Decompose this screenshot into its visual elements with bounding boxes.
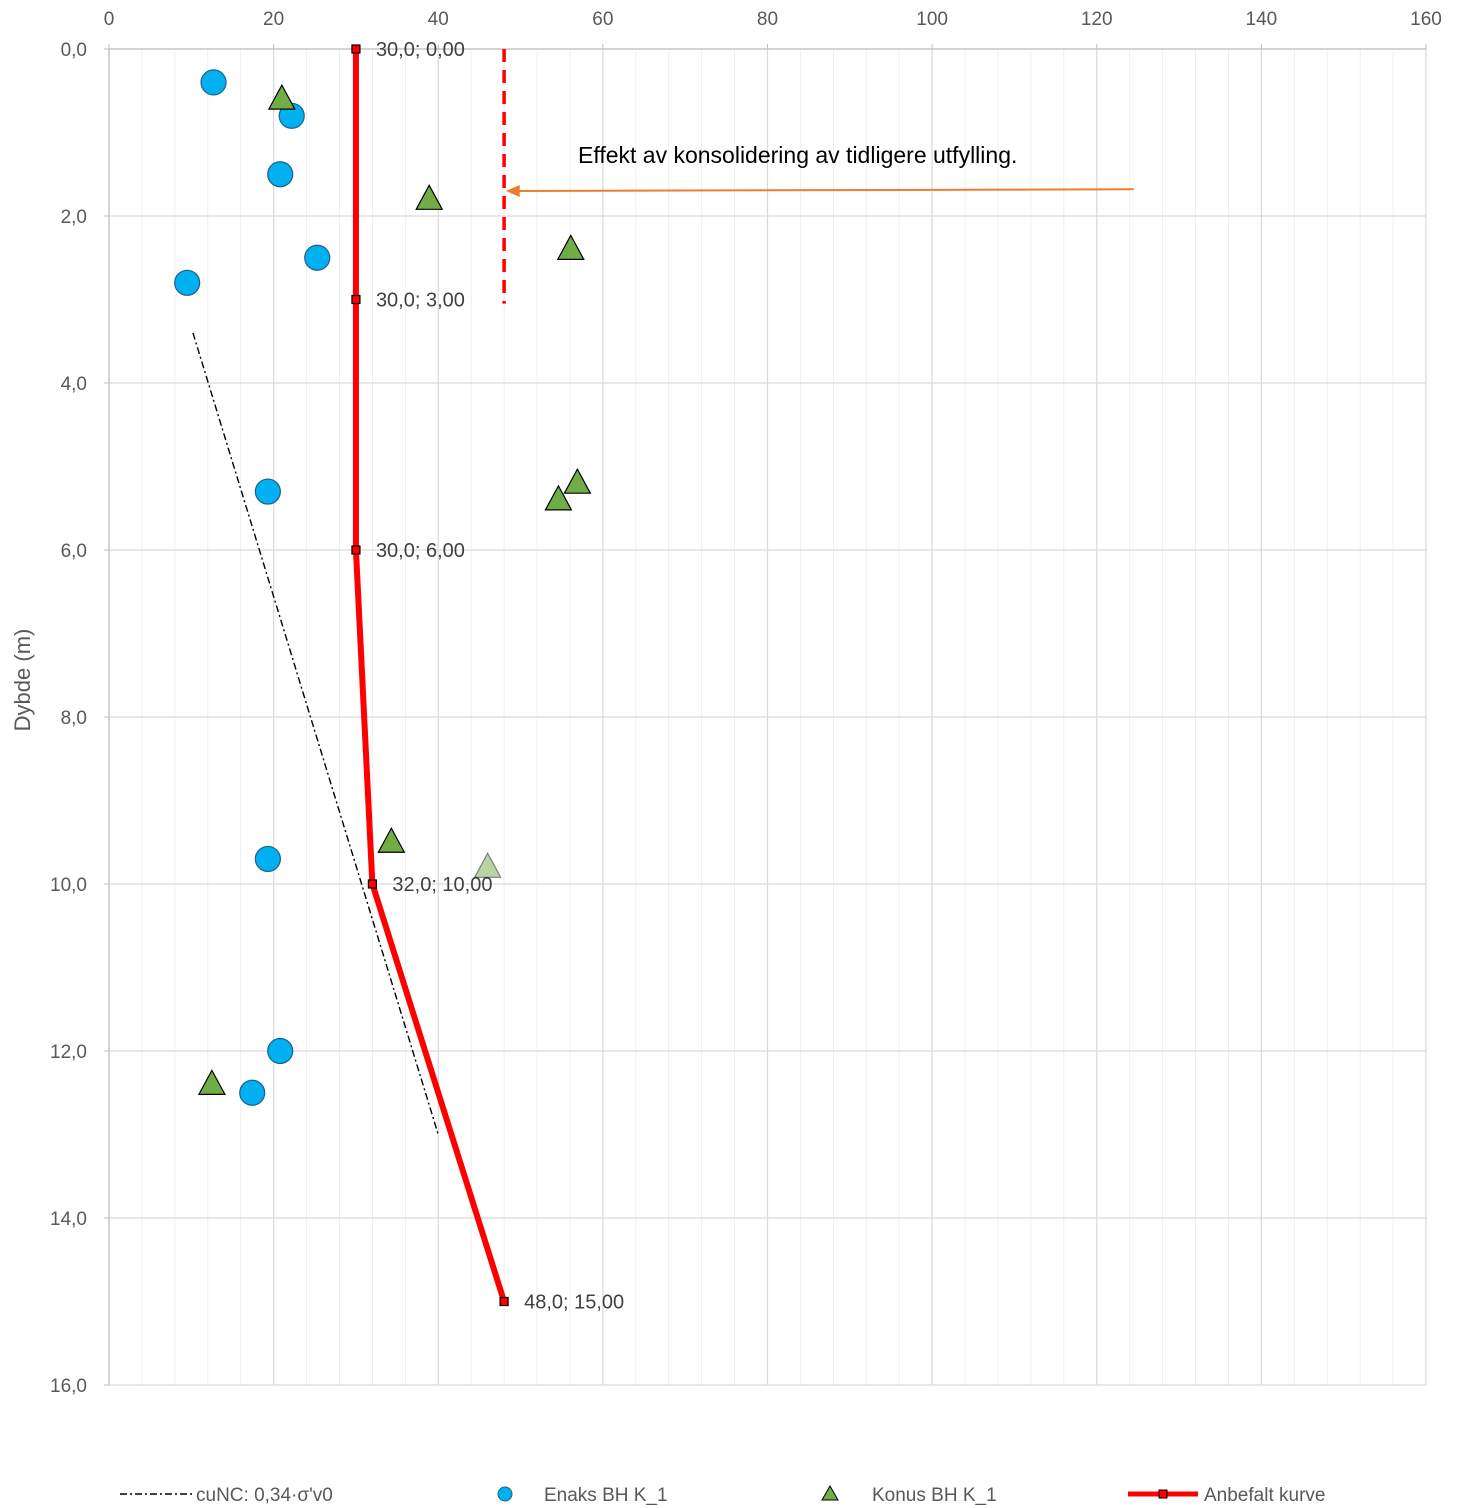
x-tick-label: 140 — [1246, 9, 1278, 30]
konus-point — [377, 826, 406, 853]
x-axis-ticks: 0 20 40 60 80 100 120 140 160 — [104, 9, 1442, 49]
anbefalt-kurve-point-label: 30,0; 6,00 — [376, 540, 465, 562]
konus-point — [563, 467, 592, 494]
series-anbefalt-kurve: 30,0; 0,00 30,0; 3,00 30,0; 6,00 32,0; 10,0… — [351, 39, 624, 1314]
legend-marker-anbefalt — [1158, 1489, 1168, 1499]
anbefalt-kurve-line — [352, 49, 507, 1303]
x-tick-label: 160 — [1410, 9, 1442, 30]
anbefalt-kurve-point-label: 32,0; 10,00 — [392, 874, 492, 896]
legend-item-anbefalt: Anbefalt kurve — [1128, 1485, 1325, 1506]
annotation-text: Effekt av konsolidering av tidligere utf… — [578, 142, 1017, 168]
x-tick-label: 0 — [104, 9, 115, 30]
enaks-point — [200, 69, 227, 96]
legend-marker-enaks — [497, 1486, 513, 1502]
x-tick-label: 120 — [1081, 9, 1113, 30]
grid — [108, 48, 1427, 1386]
legend: cuNC: 0,34·σ'v0 Enaks BH K_1 Konus BH K_… — [120, 1484, 1325, 1506]
anbefalt-kurve-marker — [351, 545, 361, 555]
anbefalt-kurve-point-label: 48,0; 15,00 — [524, 1292, 624, 1314]
annotation-arrow-head — [505, 184, 520, 197]
annotation-arrow-line — [517, 188, 1134, 192]
legend-label-anbefalt: Anbefalt kurve — [1204, 1485, 1325, 1506]
legend-item-enaks: Enaks BH K_1 — [497, 1485, 668, 1506]
y-tick-label: 12,0 — [50, 1042, 87, 1063]
y-tick-label: 4,0 — [61, 374, 87, 395]
y-tick-label: 16,0 — [50, 1376, 87, 1397]
enaks-point — [174, 269, 201, 296]
annotation-group: Effekt av konsolidering av tidligere utf… — [502, 49, 1134, 304]
series-konus — [197, 83, 592, 1096]
enaks-point — [267, 161, 294, 188]
enaks-point — [254, 845, 281, 873]
x-tick-label: 60 — [592, 9, 613, 30]
konus-point — [267, 83, 296, 110]
konus-point — [556, 234, 585, 260]
konus-point — [197, 1069, 226, 1096]
y-axis-ticks: 0,0 2,0 4,0 6,0 8,0 10,0 12,0 14,0 16,0 — [50, 40, 109, 1397]
series-cunc — [192, 332, 439, 1135]
anbefalt-kurve-point-label: 30,0; 0,00 — [376, 39, 465, 61]
x-tick-label: 80 — [757, 9, 778, 30]
anbefalt-kurve-marker — [351, 44, 361, 54]
legend-marker-konus — [821, 1484, 839, 1501]
y-tick-label: 8,0 — [61, 708, 87, 729]
y-tick-label: 14,0 — [50, 1209, 87, 1230]
anbefalt-kurve-point-label: 30,0; 3,00 — [376, 290, 465, 312]
y-axis-label: Dybde (m) — [10, 629, 35, 732]
legend-item-konus: Konus BH K_1 — [821, 1484, 997, 1506]
legend-label-cunc: cuNC: 0,34·σ'v0 — [196, 1485, 333, 1506]
konus-point — [544, 484, 573, 511]
y-tick-label: 0,0 — [61, 40, 87, 61]
legend-label-enaks: Enaks BH K_1 — [544, 1485, 668, 1506]
enaks-point — [239, 1079, 266, 1106]
anbefalt-kurve-marker — [351, 294, 361, 305]
enaks-point — [267, 1037, 294, 1065]
y-tick-label: 2,0 — [61, 207, 87, 228]
konus-point — [415, 184, 444, 210]
anbefalt-kurve-marker — [499, 1296, 509, 1307]
konus-point — [473, 852, 502, 878]
enaks-point — [254, 478, 281, 505]
legend-item-cunc: cuNC: 0,34·σ'v0 — [120, 1485, 333, 1506]
x-tick-label: 100 — [916, 9, 948, 30]
y-tick-label: 6,0 — [61, 541, 87, 562]
anbefalt-kurve-marker — [367, 879, 377, 889]
x-tick-label: 20 — [263, 9, 284, 30]
legend-label-konus: Konus BH K_1 — [872, 1485, 997, 1506]
y-tick-label: 10,0 — [50, 875, 87, 896]
series-enaks — [174, 69, 331, 1106]
cunc-line — [192, 332, 439, 1135]
enaks-point — [304, 244, 331, 271]
x-tick-label: 40 — [428, 9, 449, 30]
